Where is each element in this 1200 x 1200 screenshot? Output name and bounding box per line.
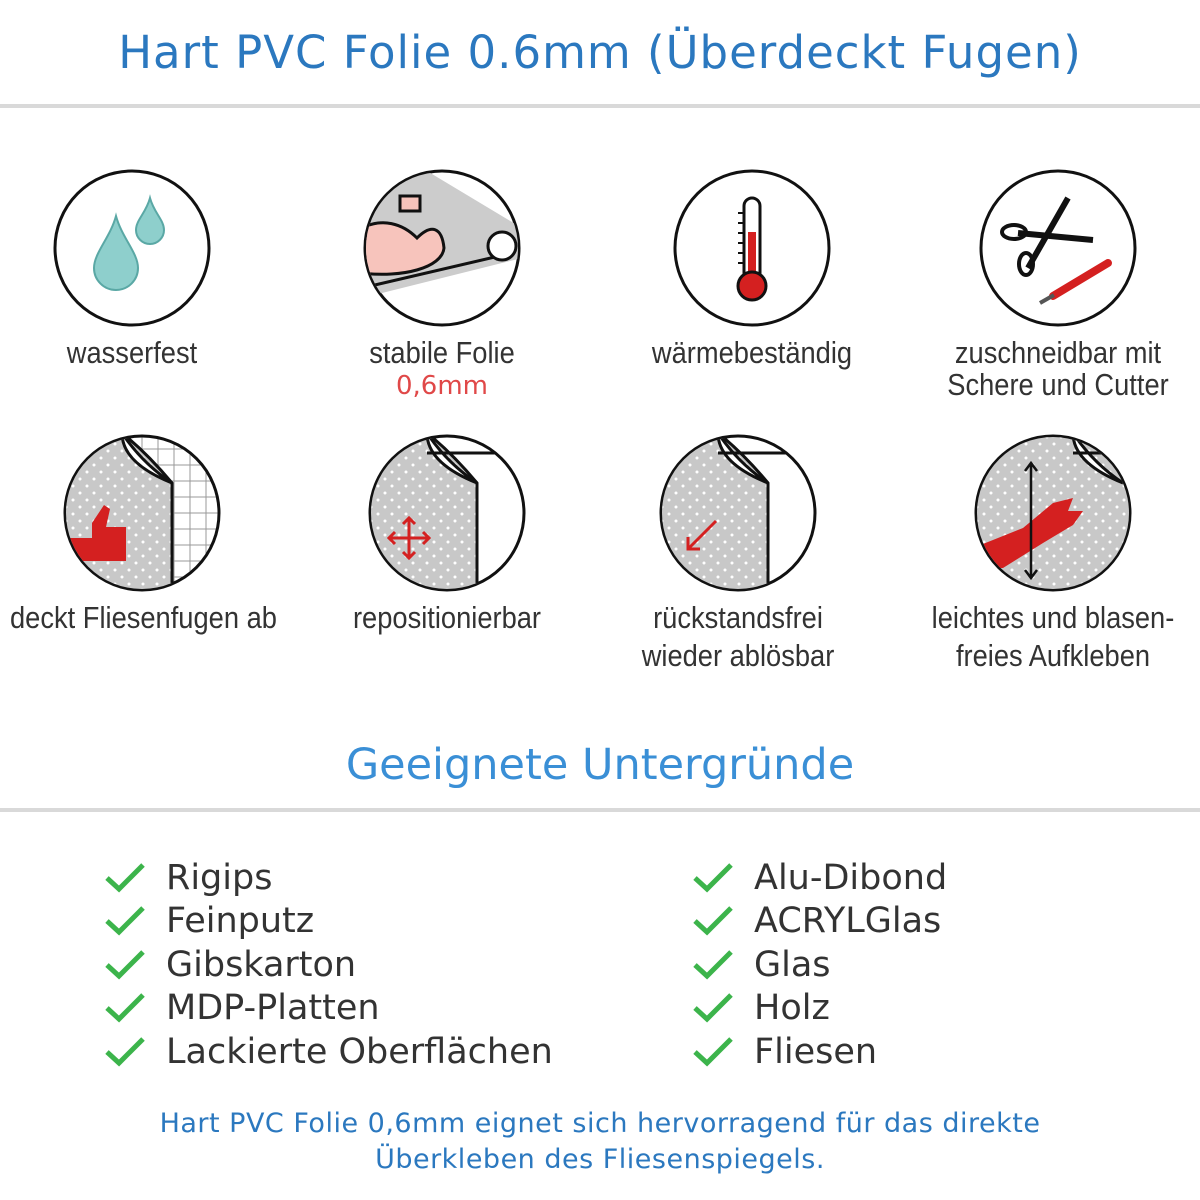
list-item: Holz [692,987,947,1031]
thickness-label: 0,6mm [395,371,488,401]
list-item: Lackierte Oberflächen [104,1030,553,1074]
surfaces-list-right: Alu-Dibond ACRYLGlas Glas Holz Fliesen [692,856,947,1074]
water-drops-icon [53,169,211,327]
footer-note: Hart PVC Folie 0,6mm eignet sich hervorr… [159,1108,1041,1175]
scissors-cutter-icon [979,169,1137,327]
feature-deckt-fliesenfugen: deckt Fliesenfugen ab [0,433,292,637]
check-icon [693,862,733,893]
list-item: Gibskarton [104,943,553,987]
check-icon [105,862,145,893]
check-icon [105,993,145,1023]
check-icon [693,993,733,1023]
feature-zuschneidbar: zuschneidbar mit Schere und Cutter [908,168,1200,404]
list-item: Alu-Dibond [692,856,947,900]
divider [0,808,1200,812]
list-item: Feinputz [104,900,553,944]
check-icon [693,949,733,980]
divider [0,104,1200,108]
surfaces-list-left: Rigips Feinputz Gibskarton MDP-Platten L… [104,856,553,1074]
list-item: ACRYLGlas [692,900,947,944]
check-icon [105,949,145,980]
page-title: Hart PVC Folie 0.6mm (Überdeckt Fugen) [118,26,1082,79]
check-icon [693,906,733,936]
check-icon [105,1036,145,1067]
list-item: Glas [692,943,947,987]
list-item: Rigips [104,856,553,900]
check-icon [693,1036,733,1067]
thumbs-up-tiles-icon [63,434,221,592]
feature-rueckstandsfrei: rückstandsfrei wieder ablösbar [588,433,888,675]
strong-arm-icon [363,169,521,327]
peel-arrow-icon [659,434,817,592]
feature-stabile-folie: stabile Folie 0,6mm [292,168,592,400]
move-arrows-icon [368,434,526,592]
thermometer-icon [673,169,831,327]
feature-blasenfrei: leichtes und blasen- freies Aufkleben [903,433,1200,675]
feature-repositionierbar: repositionierbar [297,433,597,637]
feature-waermebestaendig: wärmebeständig [602,168,902,372]
section-title: Geeignete Untergründe [345,740,855,790]
feature-wasserfest: wasserfest [0,168,282,372]
list-item: Fliesen [692,1030,947,1074]
hand-smoothing-icon [974,434,1132,592]
list-item: MDP-Platten [104,987,553,1031]
check-icon [105,906,145,936]
